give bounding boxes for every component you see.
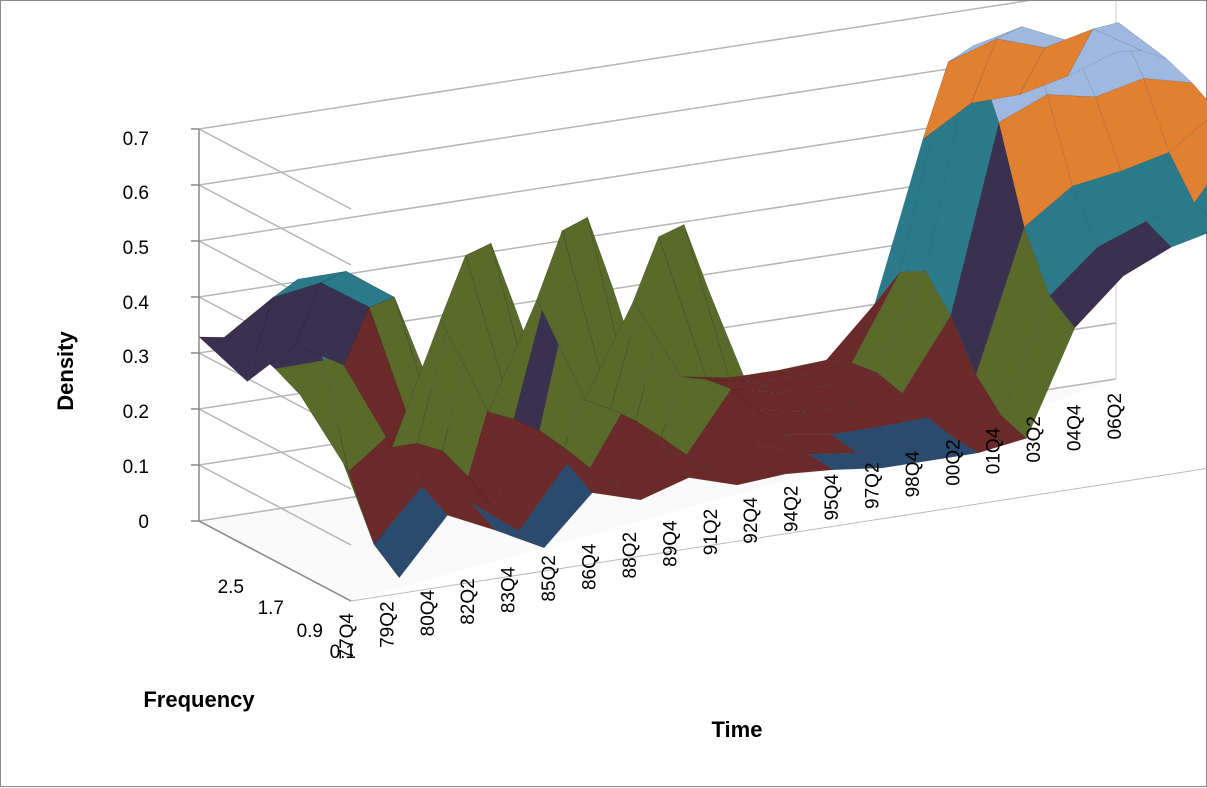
time-axis-title: Time [712, 717, 763, 742]
time-tick: 98Q4 [903, 450, 924, 497]
time-tick: 82Q2 [458, 578, 479, 624]
gridline [198, 464, 352, 546]
density-tick: 0.5 [123, 238, 149, 259]
time-axis-line [350, 467, 1207, 602]
time-tick: 06Q2 [1105, 393, 1126, 439]
density-tick: 0.2 [123, 402, 149, 423]
surface-patch [1145, 202, 1207, 248]
time-tick: 86Q4 [580, 543, 601, 590]
density-tick: 0 [138, 512, 149, 533]
density-surface [198, 22, 1207, 579]
density-tick: 0.4 [123, 293, 150, 314]
gridline [198, 184, 352, 266]
time-tick: 97Q2 [862, 462, 883, 508]
surface-patch [1092, 22, 1167, 60]
frequency-tick: 2.5 [218, 577, 244, 598]
gridline [198, 128, 352, 210]
surface-patch [1194, 184, 1207, 216]
surface-patch [1168, 119, 1207, 204]
time-tick: 03Q2 [1024, 416, 1045, 462]
density-axis: 0 0.1 0.2 0.3 0.4 0.5 0.6 0.7 [123, 129, 150, 533]
frequency-tick: 1.7 [258, 598, 284, 619]
frequency-axis-title: Frequency [143, 687, 255, 712]
gridline [198, 1, 1031, 130]
frequency-tick: 0.1 [330, 642, 356, 663]
time-tick: 95Q4 [822, 474, 843, 521]
time-tick: 94Q2 [782, 486, 803, 532]
density-tick: 0.1 [123, 457, 149, 478]
density-tick: 0.7 [123, 129, 149, 150]
density-tick: 0.6 [123, 183, 149, 204]
time-tick: 91Q2 [701, 509, 722, 555]
frequency-axis: 2.5 1.7 0.9 0.1 [218, 577, 356, 663]
frequency-tick: 0.9 [297, 621, 323, 642]
time-tick: 01Q4 [984, 427, 1005, 474]
gridline [198, 408, 352, 490]
time-tick: 79Q2 [377, 601, 398, 647]
time-tick: 92Q4 [741, 497, 762, 544]
time-tick: 04Q4 [1065, 404, 1086, 451]
frequency-axis-line [198, 520, 352, 602]
time-tick: 80Q4 [418, 589, 439, 636]
density-tick: 0.3 [123, 347, 149, 368]
density-axis-title: Density [53, 331, 78, 411]
time-axis: 77Q4 79Q2 80Q4 82Q2 83Q4 85Q2 86Q4 88Q2 89Q4 91Q2… [337, 393, 1126, 659]
surface-patch [1066, 28, 1142, 77]
time-tick: 88Q2 [620, 532, 641, 578]
time-tick: 89Q4 [660, 520, 681, 567]
time-tick: 85Q2 [539, 555, 560, 601]
time-tick: 77Q4 [337, 613, 358, 660]
time-tick: 83Q4 [499, 566, 520, 613]
time-tick: 00Q2 [943, 439, 964, 485]
